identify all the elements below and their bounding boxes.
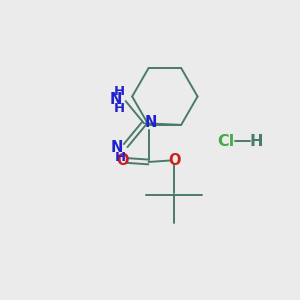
Text: N: N [144,115,157,130]
Text: H: H [115,151,126,164]
Text: H: H [113,102,125,115]
Text: N: N [111,140,124,155]
Text: Cl: Cl [217,134,234,148]
Text: H: H [250,134,263,148]
Text: N: N [110,92,122,107]
Text: O: O [116,153,128,168]
Text: O: O [169,153,181,168]
Text: H: H [113,85,125,98]
